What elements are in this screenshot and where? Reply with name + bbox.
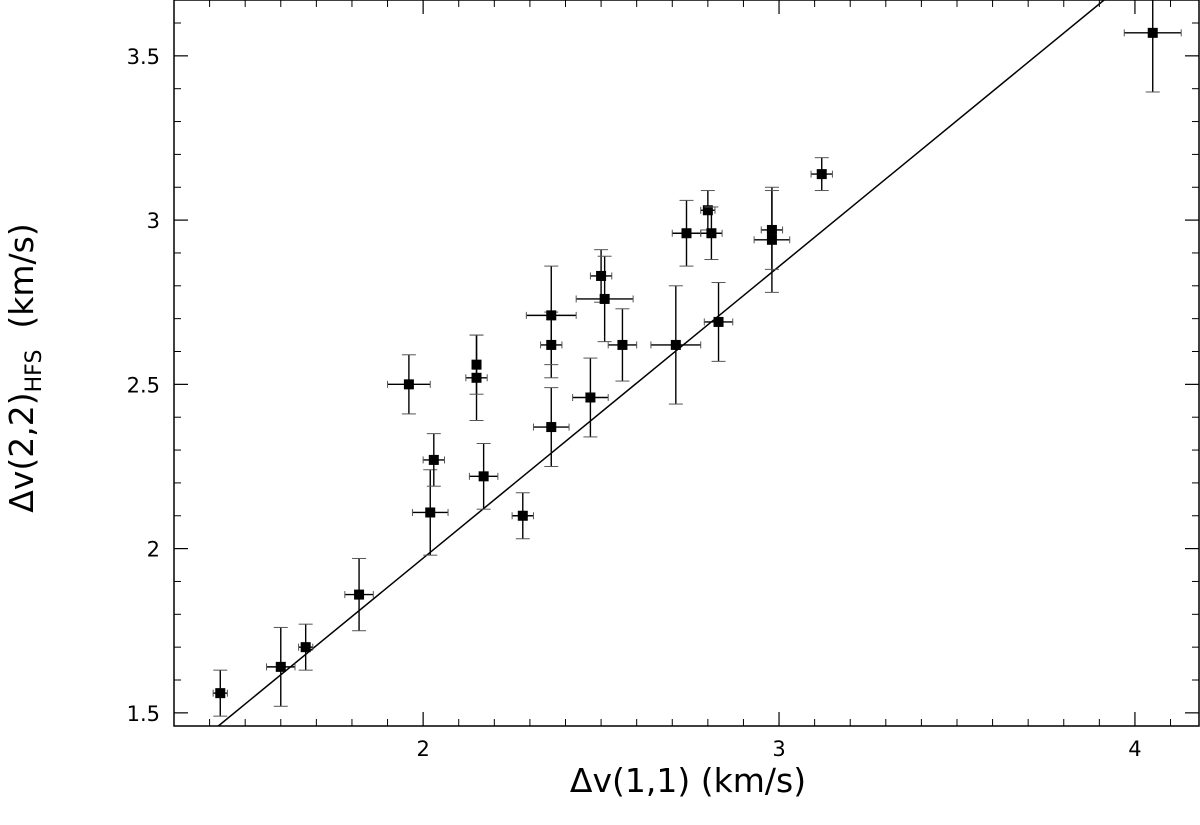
y-axis-label-subscript: HFS (22, 350, 47, 393)
data-marker (425, 507, 436, 518)
y-axis-label-suffix: (km/s) (2, 223, 41, 349)
data-marker (1147, 27, 1158, 38)
plot-frame (173, 0, 1200, 727)
x-axis-label: Δv(1,1) (km/s) (570, 761, 806, 800)
data-point (468, 442, 499, 510)
data-marker (816, 169, 827, 180)
data-marker (478, 471, 489, 482)
y-tick-label: 2.5 (127, 373, 160, 397)
data-point (411, 469, 449, 556)
data-point (607, 308, 638, 382)
data-marker (702, 205, 713, 216)
data-point (700, 206, 723, 261)
data-point (575, 255, 634, 343)
data-point (266, 626, 296, 707)
data-point (387, 354, 431, 415)
x-tick-label: 4 (1128, 737, 1141, 761)
data-point (572, 357, 609, 438)
data-marker (428, 454, 439, 465)
data-point (700, 190, 716, 231)
data-marker (275, 661, 286, 672)
data-point (422, 433, 445, 487)
y-axis-ticks: 1.5 2 2.5 3 3.5 (127, 45, 1199, 726)
data-marker (596, 270, 607, 281)
x-tick-label: 3 (772, 737, 785, 761)
fit-line (217, 0, 1105, 727)
fit-line-group (217, 0, 1105, 727)
data-point (703, 282, 734, 362)
data-marker (300, 642, 311, 653)
data-marker (585, 392, 596, 403)
data-point (298, 623, 314, 671)
data-point (671, 199, 702, 267)
y-tick-label: 2 (147, 538, 160, 562)
data-point (344, 557, 374, 632)
data-marker (517, 510, 528, 521)
data-point (1123, 0, 1182, 93)
data-point (469, 334, 484, 395)
data-marker (713, 316, 724, 327)
data-marker (546, 310, 557, 321)
data-marker (215, 688, 226, 699)
data-marker (471, 359, 482, 370)
y-tick-label: 1.5 (127, 702, 160, 726)
data-point (511, 492, 534, 540)
data-marker (546, 422, 557, 433)
data-points (212, 0, 1182, 717)
x-tick-label: 2 (416, 737, 429, 761)
data-marker (766, 224, 777, 235)
data-point (760, 190, 784, 270)
x-axis-ticks: 2 3 4 (416, 0, 1142, 761)
data-point (650, 285, 702, 405)
data-marker (681, 228, 692, 239)
minor-ticks (173, 0, 1199, 726)
y-axis-label-main: Δv(2,2) (2, 392, 41, 512)
data-point (532, 387, 570, 467)
y-tick-label: 3 (147, 209, 160, 233)
data-marker (354, 589, 365, 600)
data-marker (599, 293, 610, 304)
data-marker (617, 339, 628, 350)
y-axis-label: Δv(2,2)HFS (km/s) (2, 223, 47, 512)
data-marker (403, 379, 414, 390)
data-marker (706, 228, 717, 239)
data-marker (670, 339, 681, 350)
y-tick-label: 3.5 (127, 45, 160, 69)
data-point (212, 669, 228, 717)
data-point (810, 157, 833, 192)
data-point (525, 265, 577, 366)
